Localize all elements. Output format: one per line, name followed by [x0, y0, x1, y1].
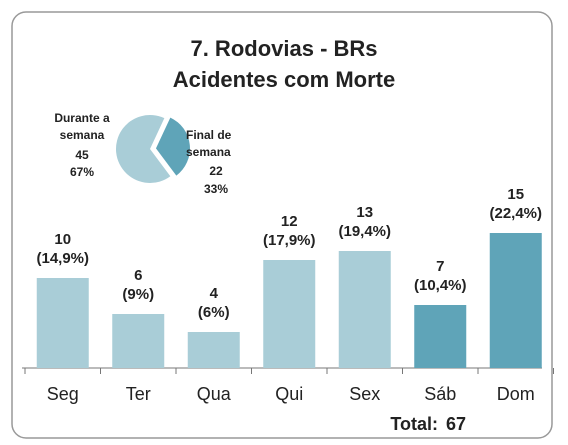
pie-category-label: Durante a semana — [54, 111, 110, 142]
pie-share-label: 67% — [69, 165, 95, 179]
share-label: (10,4%) — [414, 277, 467, 294]
bar — [187, 332, 240, 368]
bar — [414, 305, 467, 368]
value-label: 12 — [281, 213, 298, 230]
total-value: 67 — [446, 414, 466, 434]
x-tick-label: Qui — [275, 384, 303, 404]
pie-value-label: 22 — [209, 164, 223, 178]
total-label: Total: — [390, 414, 438, 434]
bar — [112, 314, 165, 368]
x-tick-label: Ter — [126, 384, 151, 404]
x-tick-label: Dom — [497, 384, 535, 404]
value-label: 13 — [356, 204, 373, 221]
share-label: (9%) — [122, 286, 154, 303]
x-tick-label: Qua — [197, 384, 232, 404]
value-label: 7 — [436, 258, 444, 275]
x-tick-label: Sex — [349, 384, 380, 404]
share-label: (6%) — [198, 304, 230, 321]
pie-slice — [155, 117, 190, 176]
share-label: (22,4%) — [489, 205, 542, 222]
value-label: 10 — [54, 231, 71, 248]
bar — [36, 278, 89, 368]
value-label: 6 — [134, 267, 142, 284]
share-label: (14,9%) — [36, 250, 89, 267]
chart-title: 7. Rodovias - BRs — [190, 36, 377, 61]
bar — [338, 251, 391, 368]
x-tick-label: Sáb — [424, 384, 456, 404]
pie-share-label: 33% — [203, 182, 229, 196]
pie-slice — [116, 115, 171, 183]
pie-value-label: 45 — [75, 148, 89, 162]
value-label: 4 — [210, 285, 219, 302]
chart-subtitle: Acidentes com Morte — [173, 67, 396, 92]
x-tick-label: Seg — [47, 384, 79, 404]
share-label: (19,4%) — [338, 223, 391, 240]
pie-category-label: Final de semana — [186, 128, 232, 159]
share-label: (17,9%) — [263, 232, 316, 249]
bar — [263, 260, 316, 368]
bar — [489, 233, 542, 368]
value-label: 15 — [507, 186, 524, 203]
